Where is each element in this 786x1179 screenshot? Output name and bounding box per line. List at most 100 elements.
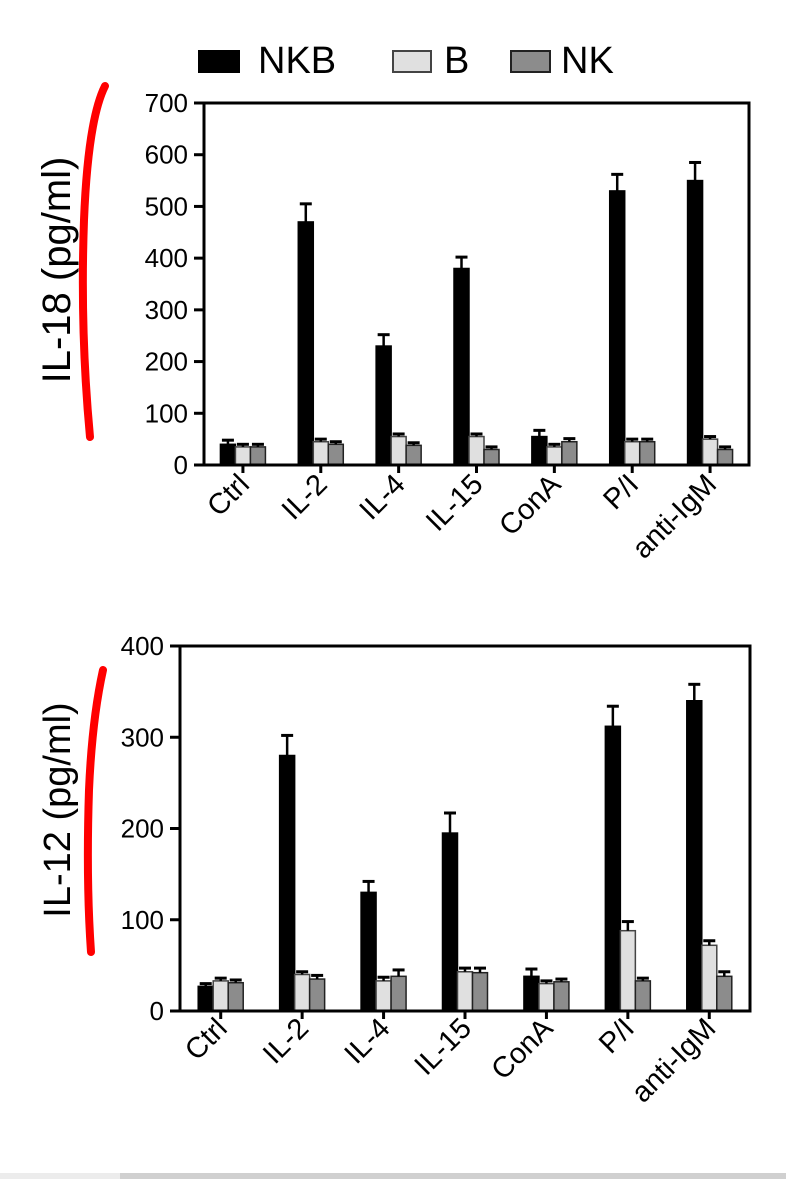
bar-nk (483, 448, 500, 466)
bar-b (456, 971, 474, 1012)
y-tick-label: 0 (150, 996, 164, 1026)
bar-nkb (197, 985, 214, 1012)
bar-nkb (360, 891, 377, 1012)
bar-b (390, 435, 407, 466)
bar-nkb (523, 975, 540, 1012)
x-category-label: Ctrl (179, 1012, 234, 1067)
bar-nk (390, 975, 407, 1012)
bar-group-il-2 (297, 202, 345, 466)
y-tick-label: 300 (121, 722, 164, 752)
bar-b (623, 440, 641, 466)
red-bracket-mark-bottom (83, 666, 107, 956)
bar-group-il-15 (453, 255, 500, 466)
red-annotations (78, 82, 109, 956)
x-category-label: P/I (597, 468, 645, 516)
bar-nkb (219, 443, 237, 466)
x-category-label: Ctrl (201, 468, 256, 523)
legend-item-nkb: NKB (198, 40, 336, 82)
bar-nkb (297, 221, 315, 466)
bar-nk (227, 981, 244, 1012)
bar-group-anti-igm (686, 682, 733, 1012)
x-category-label: anti-IgM (626, 1012, 723, 1109)
bar-nkb (531, 435, 548, 466)
plot-frame (178, 644, 752, 1013)
bar-nkb (375, 345, 392, 466)
bar-nkb (441, 832, 459, 1012)
x-category-label: IL-15 (409, 1012, 478, 1081)
bar-nk (716, 448, 734, 466)
x-category-label: IL-4 (339, 1012, 397, 1070)
bar-group-p-i (608, 172, 656, 466)
bar-nk (308, 978, 326, 1012)
legend-item-b: B (392, 40, 469, 82)
il18-bar-chart: 0 100 200 300 400 500 600 700 IL-18 (pg/ml) Ctrl I… (35, 88, 751, 565)
bar-group-il-2 (278, 733, 326, 1012)
bar-group-cona (523, 967, 570, 1012)
bar-b (701, 438, 719, 466)
y-tick-label: 200 (121, 814, 164, 844)
bar-group-ctrl (197, 976, 244, 1012)
y-tick-label: 100 (121, 905, 164, 935)
x-category-label: IL-15 (420, 468, 489, 537)
y-axis-title: IL-12 (pg/ml) (37, 702, 79, 917)
bar-b (212, 980, 229, 1012)
bar-nkb (686, 700, 703, 1012)
x-category-label: P/I (593, 1012, 641, 1060)
bar-nk (716, 975, 733, 1012)
bar-b (701, 944, 718, 1012)
y-tick-label: 100 (145, 398, 188, 428)
x-category-label: ConA (485, 1012, 559, 1086)
bar-nkb (278, 754, 296, 1012)
x-category-label: IL-4 (354, 468, 412, 526)
y-tick-label: 400 (145, 243, 188, 273)
bar-group-p-i (604, 704, 652, 1012)
bar-nkb (453, 267, 470, 466)
bar-group-anti-igm (686, 160, 734, 466)
y-tick-label: 300 (145, 295, 188, 325)
il12-bar-chart: 0 100 200 300 400 IL-12 (pg/ml) Ctrl IL-2 IL-4 IL… (37, 631, 752, 1109)
bar-group-il-4 (360, 879, 407, 1012)
bar-nk (471, 971, 489, 1012)
bar-b (234, 446, 252, 466)
y-tick-label: 0 (174, 450, 188, 480)
bar-nkb (604, 725, 622, 1012)
bar-b (375, 980, 392, 1012)
bar-b (312, 440, 330, 466)
y-tick-label: 200 (145, 347, 188, 377)
chart-legend: NKB B NK (198, 40, 614, 82)
bar-nkb (686, 179, 704, 466)
x-category-label: anti-IgM (626, 468, 723, 565)
y-tick-label: 400 (121, 631, 164, 661)
bar-nk (634, 980, 652, 1012)
plot-frame (202, 101, 751, 467)
y-tick-label: 500 (145, 191, 188, 221)
x-category-label: IL-2 (276, 468, 334, 526)
bar-b (293, 973, 311, 1012)
legend-swatch-nkb (198, 50, 240, 73)
y-tick-label: 600 (145, 140, 188, 170)
x-category-label: IL-2 (257, 1012, 315, 1070)
y-tick-label: 700 (145, 88, 188, 118)
bar-b (619, 929, 637, 1012)
bottom-scroll-bar (0, 1173, 786, 1179)
bar-nk (561, 440, 578, 466)
legend-swatch-b (392, 50, 432, 73)
legend-swatch-nk (510, 50, 551, 73)
bar-b (538, 982, 555, 1012)
bottom-scroll-bar-left (0, 1173, 120, 1179)
bar-nk (638, 440, 656, 466)
bar-nk (553, 981, 570, 1012)
y-axis-title: IL-18 (pg/ml) (35, 157, 79, 384)
x-category-label: ConA (493, 468, 567, 542)
bar-b (468, 435, 485, 466)
legend-label-nk: NK (561, 40, 614, 82)
red-bracket-mark-top (78, 82, 109, 441)
bar-nk (249, 446, 267, 466)
legend-item-nk: NK (510, 40, 614, 82)
bar-group-il-15 (441, 811, 489, 1012)
bar-group-ctrl (219, 438, 267, 466)
bar-group-cona (531, 428, 578, 466)
bar-nk (405, 444, 422, 466)
legend-label-nkb: NKB (258, 40, 336, 82)
